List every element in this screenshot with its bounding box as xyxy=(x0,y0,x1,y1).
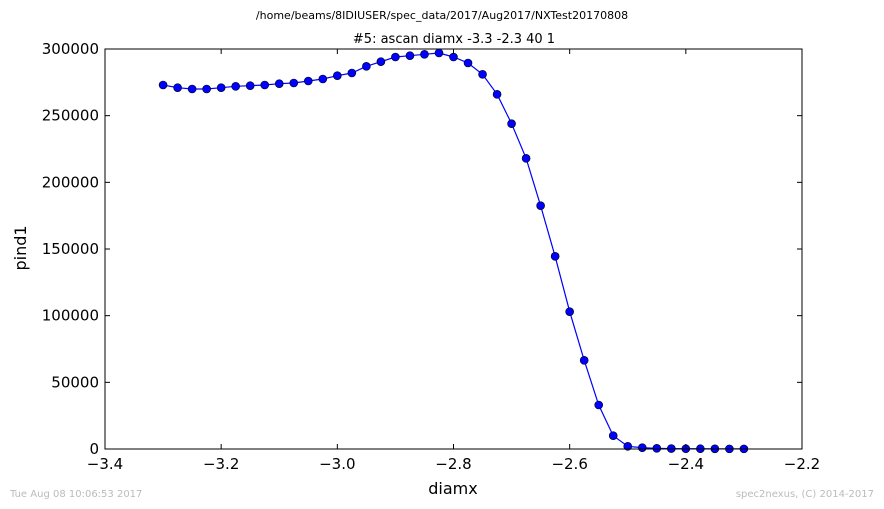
chart-title: #5: ascan diamx -3.3 -2.3 40 1 xyxy=(353,32,555,47)
y-tick-label: 150000 xyxy=(42,240,99,258)
data-point xyxy=(434,48,444,58)
data-point xyxy=(202,84,211,94)
data-point xyxy=(376,57,386,66)
data-point xyxy=(521,154,531,163)
data-point xyxy=(449,52,458,62)
data-point xyxy=(637,443,647,452)
y-tick-label: 0 xyxy=(89,440,99,458)
x-tick-label: −3.2 xyxy=(203,455,239,473)
x-axis-label: diamx xyxy=(428,479,477,498)
timestamp-footer: Tue Aug 08 10:06:53 2017 xyxy=(10,489,143,500)
data-point xyxy=(565,307,574,316)
data-point xyxy=(187,84,197,94)
data-point xyxy=(420,50,429,59)
data-point xyxy=(260,80,270,90)
data-point xyxy=(463,58,473,68)
y-tick-label: 100000 xyxy=(42,307,99,325)
data-point xyxy=(231,82,240,91)
x-tick-label: −3.0 xyxy=(319,455,355,473)
axes: −3.4 −3.2 −3.0 −2.8 −2.6 −2.4 −2.2 0 50000 100000… xyxy=(42,40,820,473)
data-point xyxy=(289,78,299,88)
data-point xyxy=(216,83,226,92)
data-point xyxy=(478,70,487,79)
data-point xyxy=(550,252,560,261)
y-tick-label: 300000 xyxy=(42,40,99,58)
data-point xyxy=(173,83,182,92)
data-point xyxy=(507,119,516,128)
x-tick-label: −2.2 xyxy=(784,455,820,473)
figure-suptitle: /home/beams/8IDIUSER/spec_data/2017/Aug2… xyxy=(255,9,629,22)
data-point xyxy=(623,442,633,451)
data-point xyxy=(318,74,328,84)
data-point xyxy=(274,79,284,88)
y-tick-label: 250000 xyxy=(42,107,99,125)
series-line xyxy=(162,52,744,450)
plot-frame xyxy=(104,48,803,450)
y-tick-label: 50000 xyxy=(51,373,99,391)
data-point xyxy=(333,71,342,80)
y-tick-label: 200000 xyxy=(42,173,99,191)
data-point xyxy=(536,201,545,210)
y-axis-label: pind1 xyxy=(11,225,30,270)
data-point xyxy=(608,431,618,440)
data-point xyxy=(391,52,400,62)
data-point xyxy=(245,81,255,90)
data-point xyxy=(492,90,502,99)
data-point xyxy=(362,62,371,71)
data-point xyxy=(579,356,589,365)
x-tick-label: −2.8 xyxy=(435,455,471,473)
x-tick-label: −2.6 xyxy=(551,455,587,473)
data-point xyxy=(303,76,313,86)
x-tick-label: −3.4 xyxy=(87,455,123,473)
data-point xyxy=(652,444,662,453)
data-point xyxy=(594,400,604,410)
data-point xyxy=(405,51,415,60)
plot-area xyxy=(158,48,749,454)
data-point xyxy=(158,80,168,90)
x-tick-label: −2.4 xyxy=(668,455,704,473)
copyright-footer: spec2nexus, (C) 2014-2017 xyxy=(735,489,874,500)
data-point xyxy=(347,68,357,78)
